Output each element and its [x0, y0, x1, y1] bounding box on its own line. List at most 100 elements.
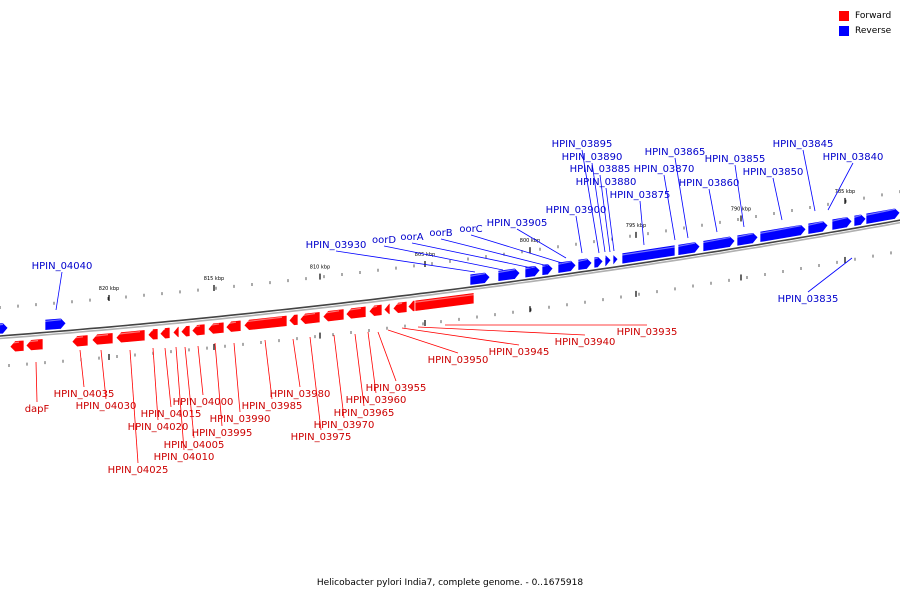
gene-arrow — [593, 256, 604, 269]
gene-label-hpin-03990: HPIN_03990 — [210, 414, 271, 425]
gene-arrow — [9, 339, 25, 353]
leader-line — [807, 257, 853, 293]
gene-highlight — [191, 325, 201, 328]
gene-highlight — [180, 326, 186, 329]
gene-highlight — [44, 319, 62, 323]
gene-label-hpin-04035: HPIN_04035 — [54, 389, 115, 400]
tick-label: 795 kbp — [626, 223, 646, 229]
leader-line — [581, 149, 600, 254]
gene-label-hpin-03945: HPIN_03945 — [489, 347, 550, 358]
tick-label: 820 kbp — [99, 286, 119, 292]
leader-line — [354, 333, 365, 407]
gene-arrow — [191, 323, 206, 337]
backbone-layer — [0, 219, 900, 340]
gene-arrow — [414, 292, 475, 312]
legend-label-forward: Forward — [855, 10, 892, 21]
leader-line — [605, 187, 615, 252]
leader-line — [152, 347, 159, 421]
forward-features — [9, 292, 475, 353]
gene-highlight — [593, 257, 599, 260]
backbone-line — [0, 219, 900, 337]
leader-line — [214, 342, 223, 427]
gene-highlight — [497, 268, 516, 274]
gene-arrow — [225, 319, 242, 333]
gene-highlight — [9, 341, 20, 344]
leader-line — [827, 162, 854, 211]
gene-label-hpin-03850: HPIN_03850 — [743, 167, 804, 178]
gene-highlight — [469, 272, 486, 277]
leader-line — [401, 327, 520, 346]
leader-line — [591, 162, 606, 253]
leader-line — [575, 215, 583, 254]
gene-highlight — [557, 261, 572, 265]
gene-label-hpin-03835: HPIN_03835 — [778, 294, 839, 305]
leader-line — [383, 245, 504, 271]
gene-arrow — [865, 207, 900, 225]
gene-label-hpin-03880: HPIN_03880 — [576, 177, 637, 188]
gene-arrow — [180, 325, 191, 338]
gene-label-hpin-03905: HPIN_03905 — [487, 218, 548, 229]
gene-arrow — [853, 213, 867, 227]
gene-label-hpin-03900: HPIN_03900 — [546, 205, 607, 216]
gene-arrow — [115, 329, 146, 344]
gene-highlight — [159, 328, 166, 331]
leader-line — [411, 242, 533, 269]
gene-label-hpin-03930: HPIN_03930 — [306, 240, 367, 251]
gene-label-hpin-03845: HPIN_03845 — [773, 139, 834, 150]
gene-highlight — [322, 310, 340, 314]
gene-arrow — [557, 260, 577, 274]
leader-line — [599, 174, 611, 253]
backbone-shadow — [0, 221, 900, 340]
gene-label-hpin-03940: HPIN_03940 — [555, 337, 616, 348]
tick-label: 815 kbp — [204, 276, 224, 282]
gene-highlight — [577, 258, 588, 262]
gene-highlight — [541, 264, 549, 268]
leader-line — [663, 174, 676, 241]
gene-highlight — [621, 246, 676, 256]
leader-line — [175, 346, 185, 451]
gene-highlight — [25, 340, 39, 343]
gene-label-hpin-03890: HPIN_03890 — [562, 152, 623, 163]
leader-line — [264, 339, 273, 400]
gene-label-hpin-04010: HPIN_04010 — [154, 452, 215, 463]
gene-highlight — [147, 329, 154, 332]
leader-line — [292, 338, 301, 388]
gene-label-oorc: oorC — [459, 224, 482, 235]
gene-highlight — [677, 242, 696, 248]
gene-arrow — [368, 303, 383, 317]
leader-line — [309, 336, 322, 431]
gene-highlight — [383, 304, 386, 307]
gene-arrow — [383, 302, 391, 315]
leader-line — [440, 238, 549, 267]
leader-line — [333, 334, 345, 419]
gene-label-hpin-03995: HPIN_03995 — [192, 428, 253, 439]
gene-arrow — [288, 313, 299, 326]
scale-ticks: 820 kbp 815 kbp 810 kbp 805 kbp 800 kbp 795 k… — [0, 189, 900, 367]
gene-arrow — [147, 328, 159, 341]
gene-arrow — [831, 216, 853, 231]
gene-label-hpin-04020: HPIN_04020 — [128, 422, 189, 433]
gene-label-dapf: dapF — [25, 404, 50, 415]
gene-label-hpin-03950: HPIN_03950 — [428, 355, 489, 366]
tick-label: 785 kbp — [835, 189, 855, 195]
gene-highlight — [392, 302, 403, 306]
gene-arrow — [345, 305, 367, 320]
gene-label-hpin-04015: HPIN_04015 — [141, 409, 202, 420]
gene-label-hpin-03935: HPIN_03935 — [617, 327, 678, 338]
leader-line — [417, 326, 586, 336]
gene-highlight — [407, 301, 411, 304]
gene-arrow — [759, 224, 807, 243]
gene-arrow — [25, 338, 44, 351]
gene-label-hpin-03865: HPIN_03865 — [645, 147, 706, 158]
gene-arrow — [702, 235, 736, 253]
leader-line — [335, 250, 476, 273]
gene-highlight — [345, 307, 362, 312]
leader-line — [734, 164, 745, 228]
tick-label: 800 kbp — [520, 238, 540, 244]
gene-arrow — [577, 257, 593, 271]
leader-line — [197, 345, 204, 396]
gene-label-hpin-04000: HPIN_04000 — [173, 397, 234, 408]
